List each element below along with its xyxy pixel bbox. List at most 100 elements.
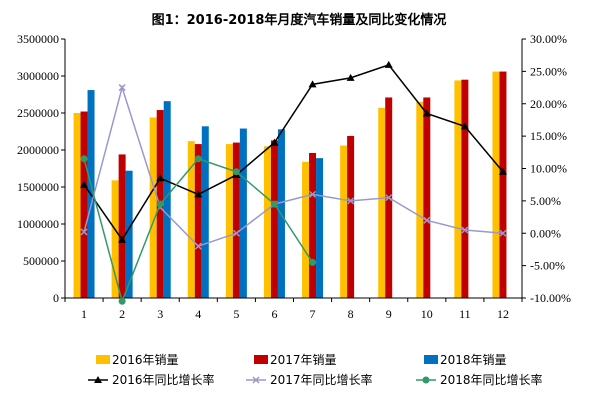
chart-title: 图1：2016-2018年月度汽车销量及同比变化情况: [152, 12, 447, 28]
point-2016年同比增长率-2: [118, 235, 127, 243]
x-tick-label: 9: [386, 307, 392, 321]
bar-2016年销量-1: [73, 113, 81, 298]
point-2016年同比增长率-11: [460, 122, 469, 130]
legend-label: 2018年同比增长率: [440, 372, 543, 387]
point-2018年同比增长率-2: [118, 297, 126, 305]
x-tick-label: 5: [233, 307, 239, 321]
point-2018年同比增长率-3: [156, 200, 164, 208]
bar-2016年销量-5: [225, 144, 233, 298]
bar-2018年销量-5: [239, 128, 247, 298]
point-2016年同比增长率-1: [80, 180, 89, 188]
point-2017年同比增长率-8-stroke: [347, 197, 355, 205]
legend-swatch-marker: [94, 376, 102, 383]
line-2016年同比增长率: [83, 64, 504, 242]
bar-2016年销量-9: [378, 107, 386, 298]
point-2017年同比增长率-2-stroke: [118, 84, 126, 92]
y-right-tick-label: 30.00%: [530, 32, 567, 46]
y-left-tick-label: 1000000: [17, 217, 59, 231]
point-2017年同比增长率-2: [118, 84, 126, 92]
legend-label: 2017年同比增长率: [270, 372, 373, 387]
x-tick-label: 12: [497, 307, 509, 321]
legend-swatch-marker-stroke: [252, 376, 260, 384]
legend-item: 2016年销量: [96, 353, 179, 367]
point-2016年同比增长率-4: [194, 190, 203, 198]
legend-swatch: [96, 355, 110, 364]
point-2017年同比增长率-12: [499, 229, 507, 237]
bar-2017年销量-2: [118, 154, 126, 298]
legend-label: 2016年同比增长率: [112, 372, 215, 387]
y-right-tick-label: -10.00%: [530, 291, 571, 305]
y-left-tick-label: 3000000: [17, 69, 59, 83]
point-2017年同比增长率-8: [347, 197, 355, 205]
point-2018年同比增长率-6: [270, 200, 278, 208]
legend-label: 2017年销量: [270, 353, 337, 367]
point-2016年同比增长率-7: [308, 80, 317, 88]
x-tick-label: 4: [195, 307, 201, 321]
y-left-tick-label: 0: [53, 291, 59, 305]
bar-2017年销量-10: [423, 97, 431, 299]
bar-2018年销量-4: [201, 126, 209, 298]
point-2017年同比增长率-4: [194, 242, 202, 250]
point-2016年同比增长率-10: [422, 109, 431, 117]
point-2018年同比增长率-4: [194, 155, 202, 163]
point-2017年同比增长率-11-stroke: [461, 226, 469, 234]
y-left-tick-label: 2500000: [17, 106, 59, 120]
bar-2016年销量-2: [111, 180, 119, 298]
bar-2016年销量-3: [149, 117, 157, 298]
point-2016年同比增长率-9: [384, 60, 393, 68]
bar-2016年销量-4: [187, 141, 195, 298]
bar-2016年销量-10: [416, 101, 424, 299]
bar-2016年销量-12: [492, 71, 500, 298]
bar-2016年销量-6: [263, 146, 271, 298]
y-left-tick-label: 3500000: [17, 32, 59, 46]
bar-2018年销量-2: [125, 170, 133, 298]
bars-layer: [73, 71, 507, 299]
point-2016年同比增长率-6: [270, 138, 279, 146]
legend-item: 2017年同比增长率: [246, 372, 373, 387]
point-2017年同比增长率-12-stroke: [499, 229, 507, 237]
point-2017年同比增长率-11: [461, 226, 469, 234]
x-tick-label: 11: [459, 307, 471, 321]
y-right-tick-label: -5.00%: [530, 259, 565, 273]
bar-2017年销量-4: [194, 144, 202, 298]
y-right-tick-label: 20.00%: [530, 97, 567, 111]
legend-label: 2018年销量: [440, 353, 507, 367]
bar-2017年销量-6: [270, 140, 278, 298]
y-left-tick-label: 1500000: [17, 180, 59, 194]
point-2017年同比增长率-10: [423, 216, 431, 224]
point-2017年同比增长率-7-stroke: [309, 190, 317, 198]
point-2016年同比增长率-8: [346, 73, 355, 81]
y-right-tick-label: 25.00%: [530, 64, 567, 78]
point-2018年同比增长率-1: [80, 155, 88, 163]
legend: 2016年销量 2017年销量 2018年销量 2016年同比增长率 2017年同比增长…: [88, 353, 543, 387]
y-right-tick-label: 0.00%: [530, 226, 561, 240]
bar-2017年销量-1: [80, 111, 88, 299]
bar-2016年销量-8: [340, 145, 348, 298]
point-2017年同比增长率-4-stroke: [194, 242, 202, 250]
lines-layer: [80, 60, 507, 305]
x-tick-label: 10: [421, 307, 433, 321]
x-tick-label: 6: [271, 307, 277, 321]
bar-2017年销量-8: [347, 135, 355, 298]
y-left-tick-label: 2000000: [17, 143, 59, 157]
bar-2017年销量-5: [232, 142, 240, 298]
bar-2018年销量-3: [163, 101, 171, 298]
point-2017年同比增长率-1-stroke: [80, 228, 88, 236]
axes-layer: 0 500000 1000000 1500000 2000000 2500000 30000…: [17, 32, 571, 321]
point-2018年同比增长率-7: [309, 258, 317, 266]
legend-swatch: [254, 355, 268, 364]
point-2017年同比增长率-7: [309, 190, 317, 198]
legend-swatch-marker: [252, 376, 260, 384]
y-right-tick-label: 10.00%: [530, 162, 567, 176]
point-2017年同比增长率-5-stroke: [232, 229, 240, 237]
point-2016年同比增长率-12: [498, 167, 507, 175]
point-2017年同比增长率-9-stroke: [385, 194, 393, 202]
line-2017年同比增长率: [83, 84, 504, 248]
y-left-tick-label: 500000: [23, 254, 59, 268]
legend-item: 2017年销量: [254, 353, 337, 367]
bar-2016年销量-11: [454, 80, 462, 298]
bar-2017年销量-11: [461, 79, 469, 298]
x-tick-label: 8: [348, 307, 354, 321]
bar-2018年销量-7: [316, 158, 324, 298]
